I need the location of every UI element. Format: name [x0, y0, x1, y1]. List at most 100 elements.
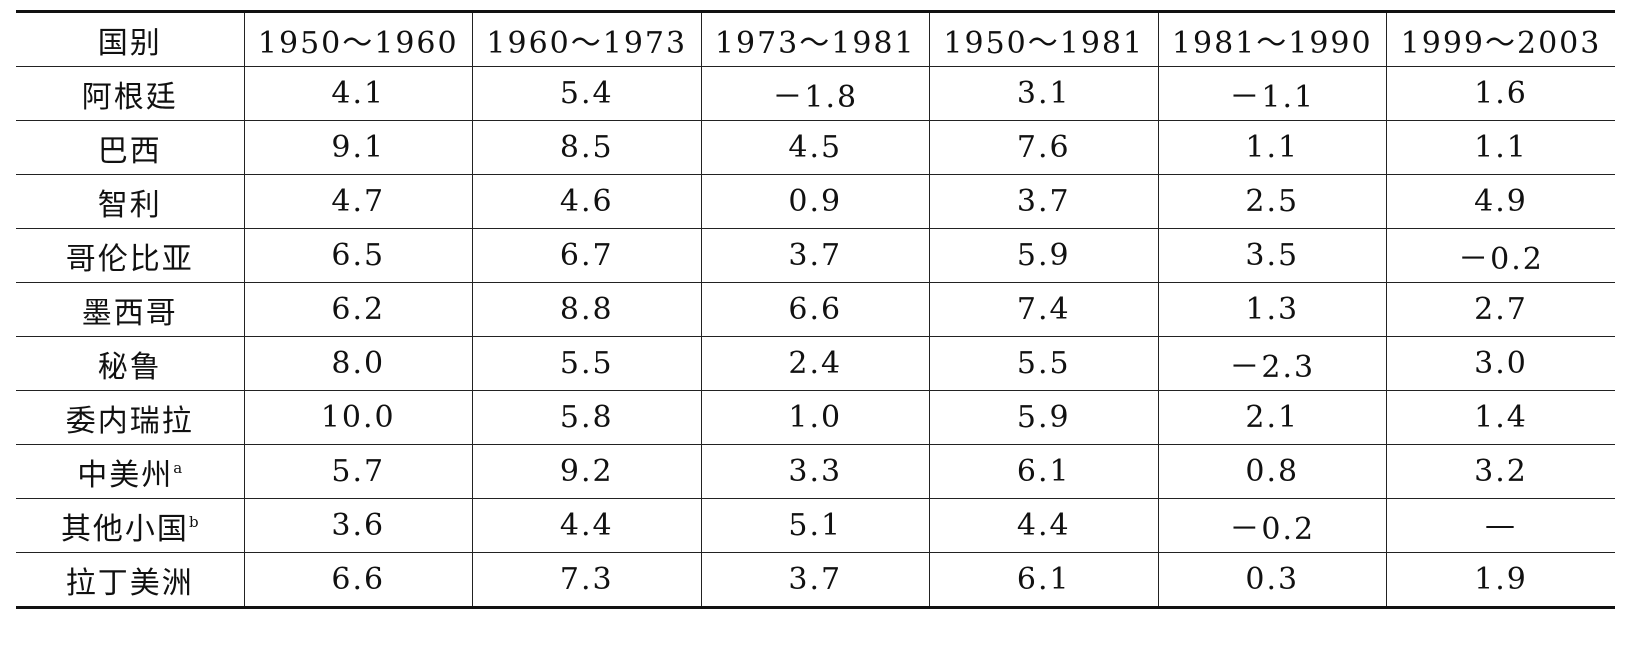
- table-row: 秘鲁 8.0 5.5 2.4 5.5 －2.3 3.0: [16, 336, 1615, 391]
- value-cell: 3.3: [700, 444, 930, 499]
- row-label-cell: 哥伦比亚: [16, 228, 245, 283]
- value-cell: 0.9: [700, 174, 930, 229]
- row-label-cell: 阿根廷: [16, 66, 245, 121]
- value-cell: 8.5: [472, 120, 702, 175]
- value-cell: 9.1: [243, 120, 473, 175]
- table-body: 阿根廷 4.1 5.4 －1.8 3.1 －1.1 1.6 巴西 9.1 8.5 4.5 7.6 1.1…: [16, 66, 1615, 609]
- table-container: 国别 1950～1960 1960～1973 1973～1981 1950～1981 19…: [16, 10, 1615, 609]
- value-cell: 4.6: [472, 174, 702, 229]
- header-cell: 国别: [16, 11, 245, 67]
- value-cell: 0.3: [1157, 552, 1387, 609]
- row-label: 秘鲁: [97, 349, 162, 385]
- footnote-marker: a: [173, 458, 183, 477]
- value-cell: －2.3: [1157, 336, 1387, 391]
- value-cell: 6.1: [929, 444, 1159, 499]
- value-cell: 4.4: [472, 498, 702, 553]
- value-cell: 5.8: [472, 390, 702, 445]
- value-cell: －0.2: [1157, 498, 1387, 553]
- table-row: 阿根廷 4.1 5.4 －1.8 3.1 －1.1 1.6: [16, 66, 1615, 121]
- value-cell: 10.0: [243, 390, 473, 445]
- value-cell: 4.1: [243, 66, 473, 121]
- value-cell: 4.7: [243, 174, 473, 229]
- row-label: 阿根廷: [81, 79, 178, 115]
- value-cell: 3.6: [243, 498, 473, 553]
- value-cell: 1.0: [700, 390, 930, 445]
- row-label-cell: 拉丁美洲: [16, 552, 245, 609]
- row-label-cell: 中美州a: [16, 444, 245, 499]
- value-cell: 3.7: [929, 174, 1159, 229]
- value-cell: 6.2: [243, 282, 473, 337]
- value-cell: －0.2: [1386, 228, 1615, 283]
- value-cell: 7.3: [472, 552, 702, 609]
- row-label-cell: 委内瑞拉: [16, 390, 245, 445]
- value-cell: 0.8: [1157, 444, 1387, 499]
- value-cell: 5.9: [929, 228, 1159, 283]
- table-row: 哥伦比亚 6.5 6.7 3.7 5.9 3.5 －0.2: [16, 228, 1615, 283]
- value-cell: 1.1: [1386, 120, 1615, 175]
- value-cell: 9.2: [472, 444, 702, 499]
- table-row: 中美州a 5.7 9.2 3.3 6.1 0.8 3.2: [16, 444, 1615, 499]
- row-label: 委内瑞拉: [65, 403, 194, 439]
- header-cell: 1973～1981: [700, 11, 930, 67]
- value-cell: 2.1: [1157, 390, 1387, 445]
- data-table: 国别 1950～1960 1960～1973 1973～1981 1950～1981 19…: [16, 10, 1615, 609]
- value-cell: 5.4: [472, 66, 702, 121]
- header-cell: 1981～1990: [1157, 11, 1387, 67]
- value-cell: 8.0: [243, 336, 473, 391]
- value-cell: 6.1: [929, 552, 1159, 609]
- row-label-cell: 其他小国b: [16, 498, 245, 553]
- value-cell: 1.1: [1157, 120, 1387, 175]
- header-cell: 1950～1981: [929, 11, 1159, 67]
- value-cell: 1.9: [1386, 552, 1615, 609]
- value-cell: 5.1: [700, 498, 930, 553]
- table-row: 墨西哥 6.2 8.8 6.6 7.4 1.3 2.7: [16, 282, 1615, 337]
- value-cell: 3.2: [1386, 444, 1615, 499]
- value-cell: 7.4: [929, 282, 1159, 337]
- row-label: 智利: [97, 187, 162, 223]
- table-row: 智利 4.7 4.6 0.9 3.7 2.5 4.9: [16, 174, 1615, 229]
- value-cell: 5.7: [243, 444, 473, 499]
- row-label: 墨西哥: [81, 295, 178, 331]
- value-cell: 7.6: [929, 120, 1159, 175]
- value-cell: 1.3: [1157, 282, 1387, 337]
- value-cell: 2.5: [1157, 174, 1387, 229]
- table-row: 委内瑞拉 10.0 5.8 1.0 5.9 2.1 1.4: [16, 390, 1615, 445]
- value-cell: 4.5: [700, 120, 930, 175]
- value-cell: 3.7: [700, 552, 930, 609]
- row-label-cell: 巴西: [16, 120, 245, 175]
- value-cell: 6.6: [243, 552, 473, 609]
- value-cell: 3.5: [1157, 228, 1387, 283]
- header-cell: 1950～1960: [243, 11, 473, 67]
- value-cell: －1.1: [1157, 66, 1387, 121]
- value-cell: 6.6: [700, 282, 930, 337]
- value-cell: 6.5: [243, 228, 473, 283]
- row-label-cell: 秘鲁: [16, 336, 245, 391]
- value-cell: 1.4: [1386, 390, 1615, 445]
- value-cell: 5.5: [472, 336, 702, 391]
- value-cell: 3.7: [700, 228, 930, 283]
- value-cell: 4.4: [929, 498, 1159, 553]
- value-cell: —: [1386, 498, 1615, 553]
- value-cell: 6.7: [472, 228, 702, 283]
- row-label: 哥伦比亚: [65, 241, 194, 277]
- value-cell: －1.8: [700, 66, 930, 121]
- value-cell: 3.0: [1386, 336, 1615, 391]
- row-label-cell: 智利: [16, 174, 245, 229]
- value-cell: 5.5: [929, 336, 1159, 391]
- value-cell: 2.7: [1386, 282, 1615, 337]
- header-cell: 1960～1973: [472, 11, 702, 67]
- value-cell: 2.4: [700, 336, 930, 391]
- row-label: 巴西: [97, 133, 162, 169]
- header-cell: 1999～2003: [1386, 11, 1615, 67]
- table-row: 拉丁美洲 6.6 7.3 3.7 6.1 0.3 1.9: [16, 552, 1615, 609]
- footnote-marker: b: [188, 512, 199, 531]
- row-label: 其他小国: [60, 511, 189, 547]
- table-row: 其他小国b 3.6 4.4 5.1 4.4 －0.2—: [16, 498, 1615, 553]
- value-cell: 3.1: [929, 66, 1159, 121]
- table-row: 巴西 9.1 8.5 4.5 7.6 1.1 1.1: [16, 120, 1615, 175]
- value-cell: 4.9: [1386, 174, 1615, 229]
- value-cell: 5.9: [929, 390, 1159, 445]
- row-label: 拉丁美洲: [65, 565, 194, 601]
- table-header: 国别 1950～1960 1960～1973 1973～1981 1950～1981 19…: [16, 11, 1615, 67]
